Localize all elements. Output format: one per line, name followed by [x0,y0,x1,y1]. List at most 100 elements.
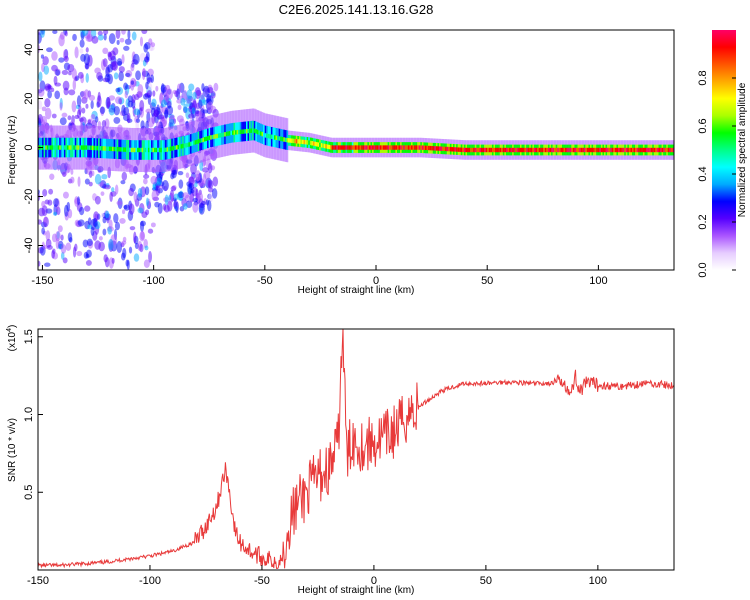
spectrogram-cell [404,145,407,150]
spectrogram-cell [303,139,306,145]
spectrogram-cell [150,175,158,185]
spectrogram-cell [210,91,216,99]
spectrogram-cell [555,147,558,153]
spectrogram-cell [231,130,234,135]
spectrogram-cell [453,147,455,152]
spectrogram-cell [264,133,267,138]
spectrogram-cell [128,203,135,215]
spectrogram-cell [91,35,99,44]
spectrogram-cell [593,147,595,153]
spectrogram-cell [133,253,140,262]
snr-x-tick-label: -100 [139,575,161,587]
spectrogram-cell [473,147,476,153]
spectrogram-cell [228,131,231,136]
spectrogram-cell [498,147,500,153]
spectrogram-cell [342,145,345,150]
spectrogram-cell [85,145,88,150]
spectrogram-cell [57,225,63,233]
spectrogram-cell [292,138,295,144]
spectrogram-cell [538,147,541,153]
spectrogram-y-tick-label: 40 [23,43,35,55]
spectrogram-cell [186,142,189,148]
spectrogram-cell [409,145,412,150]
spectrogram-cell [323,143,326,149]
spectrogram-cell [85,73,89,83]
spectrogram-cell [130,80,134,85]
spectrogram-cell [121,171,128,181]
spectrogram-cell [636,147,639,153]
spectrogram-cell [414,145,416,150]
spectrogram-cell [328,144,331,150]
spectrogram-cell [82,145,85,150]
spectrogram-cell [594,147,597,153]
spectrogram-cell [106,97,111,108]
spectrogram-cell [250,128,253,133]
spectrogram-cell [51,64,58,72]
spectrogram-cell [613,147,616,153]
spectrogram-cell [150,222,156,228]
spectrogram-cell [52,211,58,216]
spectrogram-cell [154,201,160,208]
spectrogram-cell [139,230,145,242]
spectrogram-cell [163,147,166,153]
spectrogram-cell [77,196,81,206]
spectrogram-cell [90,145,93,150]
spectrogram-cell [632,147,634,153]
spectrogram-cell [80,90,87,99]
spectrogram-cell [74,46,79,59]
spectrogram-cell [114,96,122,104]
spectrogram-cell [171,146,174,151]
spectrogram-cell [77,71,84,79]
spectrogram-cell [63,191,69,199]
spectrogram-cell [48,145,51,150]
spectrogram-cell [309,140,312,146]
spectrogram-cell [235,130,237,135]
spectrogram-cell [551,147,553,153]
spectrogram-cell [460,147,463,153]
spectrogram-cell [490,147,493,153]
spectrogram-cell [400,145,402,150]
spectrogram-cell [249,128,251,134]
spectrogram-cell [211,134,214,140]
spectrogram-cell [67,232,73,242]
spectrogram-cell [284,137,287,143]
spectrogram-cell [139,99,145,112]
spectrogram-cell [624,147,627,153]
spectrogram-cell [572,147,575,153]
spectrogram-cell [97,91,101,102]
spectrogram-cell [123,45,130,51]
spectrogram-cell [658,147,661,153]
spectrogram-cell [269,134,272,139]
spectrogram-cell [141,147,144,153]
spectrogram-cell [393,145,396,150]
spectrogram-cell [376,145,379,150]
spectrogram-cell [173,193,179,201]
spectrogram-cell [92,217,98,227]
spectrogram-cell [202,109,209,114]
spectrogram-cell [68,145,71,150]
spectrogram-cell [401,145,404,150]
spectrogram-cell [113,105,120,116]
spectrogram-cell [83,53,91,66]
spectrogram-cell [526,147,528,153]
spectrogram-cell [116,200,123,206]
spectrogram-cell [446,146,449,152]
spectrogram-cell [40,54,45,59]
spectrogram-cell [94,173,102,185]
spectrogram-cell [85,259,92,266]
spectrogram-cell [604,147,606,153]
spectrogram-cell [109,191,113,203]
spectrogram-cell [146,72,151,85]
spectrogram-cell [170,185,177,192]
spectrogram-cell [252,128,255,133]
spectrogram-cell [351,145,354,150]
spectrogram-cell [198,110,202,119]
spectrogram-cell [151,147,153,153]
spectrogram-cell [101,120,107,128]
spectrogram-cell [126,259,130,270]
spectrogram-cell [51,145,54,150]
spectrogram-cell [49,173,55,180]
spectrogram-cell [121,240,127,245]
spectrogram-cell [650,147,653,153]
